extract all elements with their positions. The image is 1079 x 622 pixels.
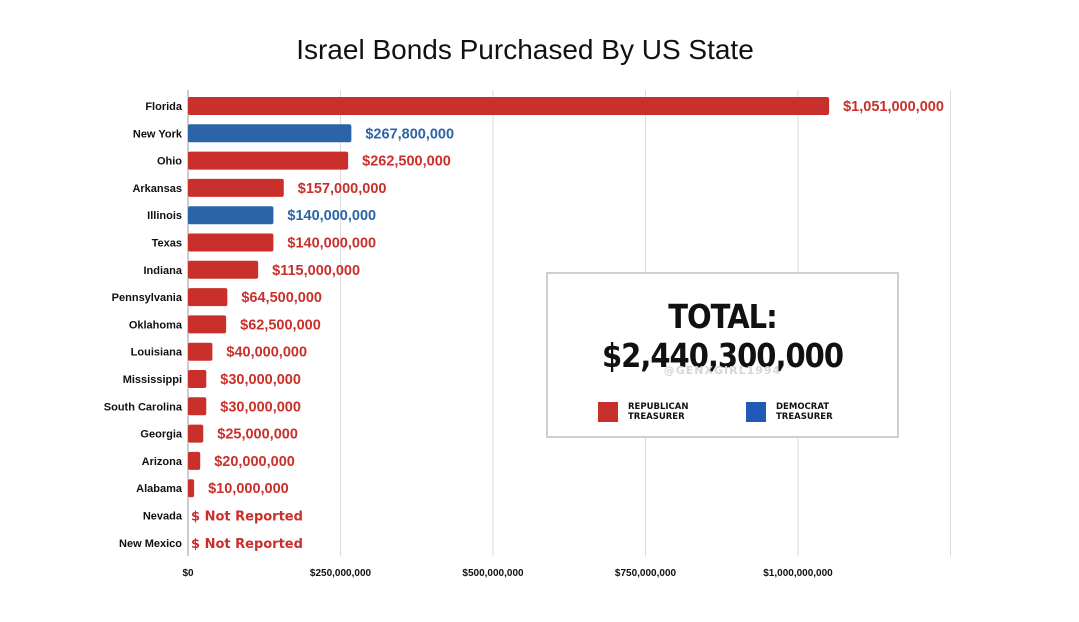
category-label: Illinois — [147, 210, 182, 222]
data-label: $140,000,000 — [287, 236, 376, 252]
bar — [188, 370, 207, 388]
legend-swatch-democrat — [746, 402, 766, 422]
bar — [188, 451, 201, 470]
data-label: $30,000,000 — [220, 372, 301, 388]
bars — [188, 97, 830, 498]
bar — [188, 233, 274, 252]
total-label: TOTAL: $2,440,300,000 — [601, 296, 844, 376]
category-label: Oklahoma — [129, 319, 183, 331]
chart-title: Israel Bonds Purchased By US State — [296, 34, 754, 65]
bar — [188, 97, 830, 115]
legend-label-republican: REPUBLICAN TREASURER — [628, 402, 689, 422]
data-label: $115,000,000 — [272, 263, 360, 279]
bar — [188, 342, 213, 361]
data-label: $267,800,000 — [365, 126, 454, 142]
data-label-not-reported: $ Not Reported — [191, 537, 303, 552]
category-label: South Carolina — [104, 401, 183, 413]
bar — [188, 151, 349, 170]
category-label: Indiana — [143, 265, 182, 277]
x-tick-label: $0 — [182, 568, 194, 579]
category-label: New Mexico — [119, 538, 182, 550]
x-tick-label: $500,000,000 — [462, 568, 524, 579]
bar — [188, 288, 228, 307]
category-label: Louisiana — [131, 347, 183, 359]
data-label: $1,051,000,000 — [843, 99, 944, 115]
x-tick-label: $1,000,000,000 — [763, 568, 833, 579]
category-label: Texas — [152, 238, 182, 250]
x-tick-label: $750,000,000 — [615, 568, 677, 579]
legend-item-republican: REPUBLICAN TREASURER — [598, 402, 708, 422]
bar — [188, 397, 207, 416]
category-label: Mississippi — [123, 374, 182, 386]
category-label: Ohio — [157, 156, 182, 168]
category-label: Florida — [145, 101, 183, 113]
bar — [188, 178, 284, 197]
legend-swatch-republican — [598, 402, 618, 422]
data-label: $40,000,000 — [226, 345, 307, 361]
category-label: Georgia — [140, 429, 182, 441]
category-label: Pennsylvania — [112, 292, 183, 304]
data-label-not-reported: $ Not Reported — [191, 510, 303, 525]
x-tick-label: $250,000,000 — [310, 568, 372, 579]
data-label: $157,000,000 — [298, 181, 387, 197]
legend-label-democrat: DEMOCRAT TREASURER — [776, 402, 833, 422]
total-annotation-box: TOTAL: $2,440,300,000 @GENXGIRL1994 REPU… — [546, 272, 899, 438]
bar — [188, 479, 195, 498]
bar — [188, 424, 204, 443]
data-label: $62,500,000 — [240, 317, 321, 333]
data-label: $25,000,000 — [217, 427, 298, 443]
bar — [188, 206, 274, 225]
category-label: New York — [133, 128, 183, 140]
category-label: Arkansas — [132, 183, 182, 195]
legend-item-democrat: DEMOCRAT TREASURER — [746, 402, 851, 422]
bar — [188, 315, 227, 334]
category-label: Arizona — [142, 456, 183, 468]
data-label: $30,000,000 — [220, 399, 301, 415]
data-label: $64,500,000 — [241, 290, 322, 306]
data-label: $262,500,000 — [362, 154, 451, 170]
category-label: Nevada — [143, 511, 183, 523]
category-label: Alabama — [136, 483, 183, 495]
labels: $0 $250,000,000 $500,000,000 $750,000,000 $1… — [104, 99, 944, 579]
watermark-text: @GENXGIRL1994 — [663, 364, 782, 377]
data-label: $10,000,000 — [208, 481, 289, 497]
data-label: $20,000,000 — [214, 454, 295, 470]
bar — [188, 124, 352, 143]
data-label: $140,000,000 — [287, 208, 376, 224]
bar — [188, 260, 259, 279]
